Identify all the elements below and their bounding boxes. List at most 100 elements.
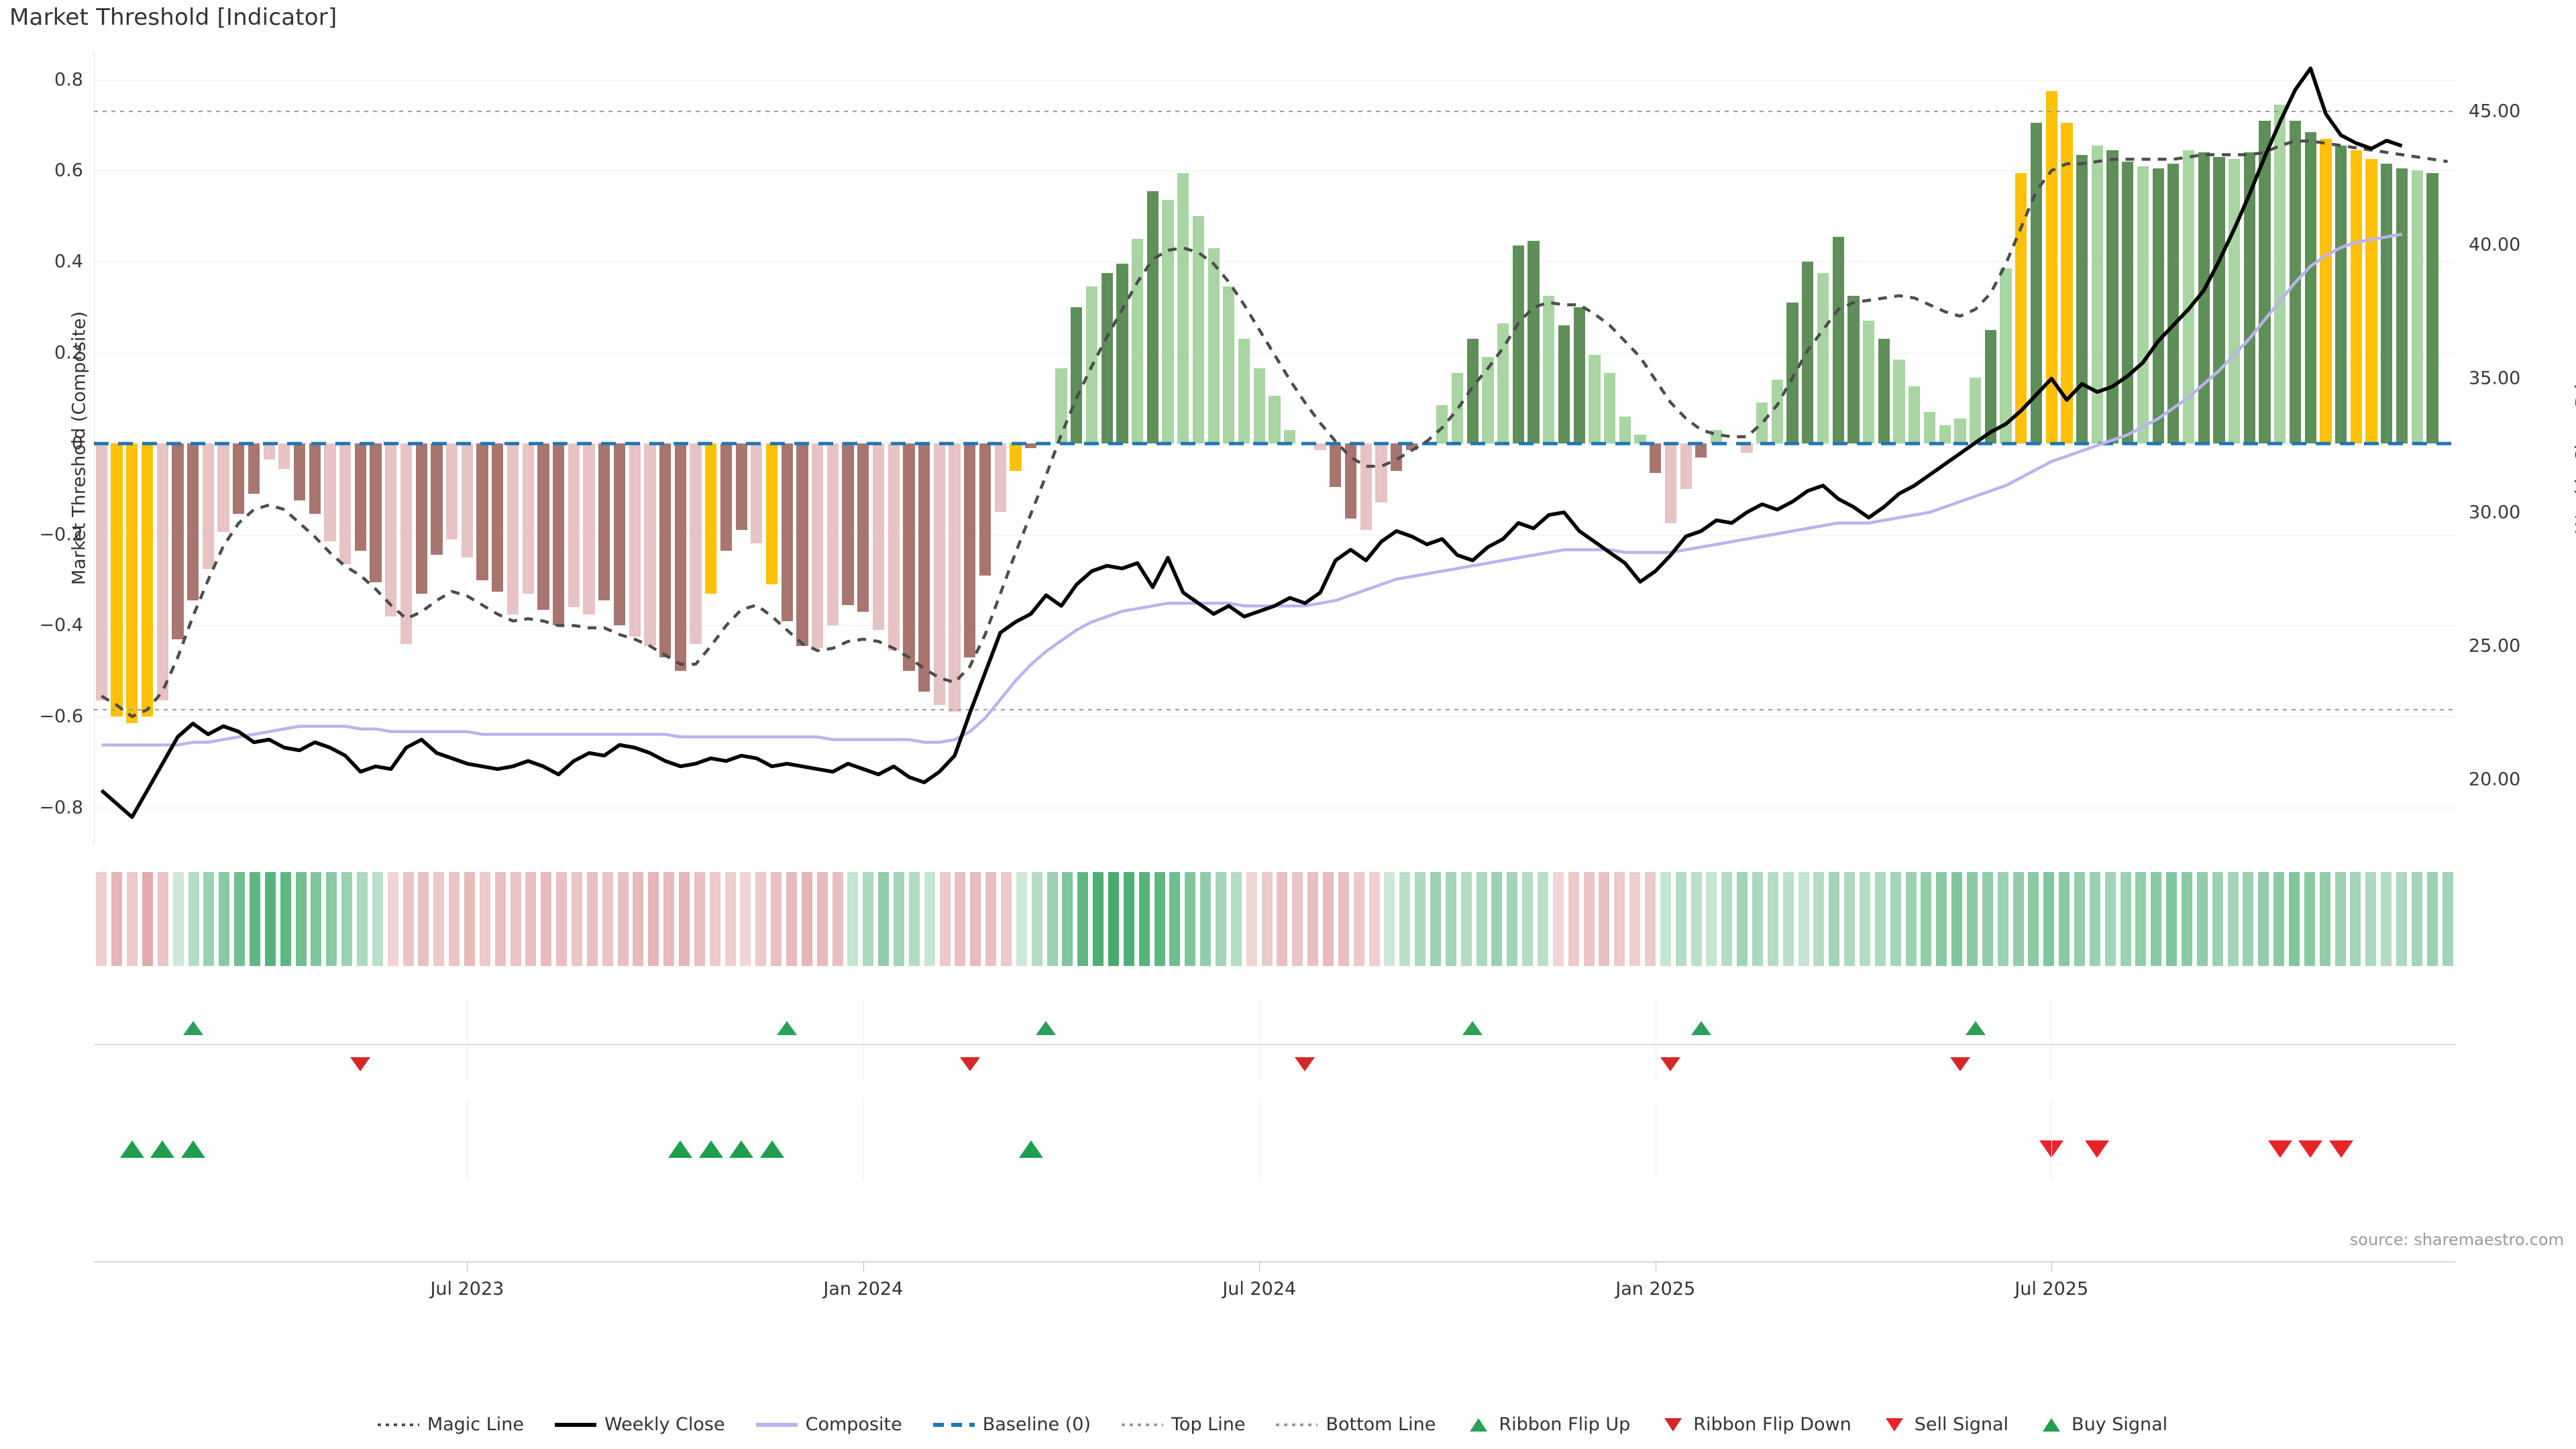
- histogram-bar: [888, 443, 900, 651]
- ribbon-cell: [1491, 872, 1503, 966]
- histogram-bar: [2365, 159, 2377, 444]
- ribbon-cell: [96, 872, 107, 966]
- histogram-bar: [1664, 443, 1677, 523]
- ribbon-cell: [1690, 872, 1702, 966]
- ribbon-cell: [894, 872, 904, 966]
- y-tick-right: 35.00: [2469, 368, 2521, 389]
- line-swatch-icon: [1276, 1419, 1318, 1431]
- legend-item[interactable]: Ribbon Flip Down: [1661, 1414, 1851, 1435]
- ribbon-cell: [418, 872, 429, 966]
- legend-item[interactable]: Composite: [755, 1414, 902, 1435]
- ribbon-cell: [2120, 872, 2131, 966]
- ribbon-cell: [663, 872, 675, 966]
- ribbon-cell: [970, 872, 981, 966]
- legend-item[interactable]: Buy Signal: [2039, 1414, 2167, 1435]
- sell-signal-marker: [2328, 1140, 2353, 1158]
- legend-item[interactable]: Top Line: [1122, 1414, 1245, 1435]
- ribbon-cell: [1507, 872, 1518, 966]
- histogram-bar: [2045, 91, 2057, 444]
- ribbon-cell: [771, 872, 782, 966]
- line-swatch-icon: [1122, 1419, 1164, 1431]
- y-axis-left-title: Market Threshold (Composite): [68, 311, 90, 586]
- histogram-bar: [186, 443, 199, 601]
- ribbon-cell: [709, 872, 720, 966]
- ribbon-cell: [1936, 872, 1947, 966]
- legend-item[interactable]: Magic Line: [377, 1414, 524, 1435]
- histogram-bar: [765, 443, 778, 585]
- tick-guide: [863, 1000, 864, 1080]
- ribbon-cell: [1706, 872, 1717, 966]
- histogram-bar: [964, 443, 976, 657]
- histogram-bar: [172, 443, 184, 639]
- histogram-bar: [1756, 402, 1768, 444]
- histogram-bar: [309, 443, 321, 515]
- ribbon-cell: [939, 872, 951, 966]
- legend-item[interactable]: Baseline (0): [932, 1414, 1091, 1435]
- histogram-bar: [156, 443, 168, 701]
- x-axis: Jul 2023 Jan 2024 Jul 2024 Jan 2025 Jul 2025: [94, 1261, 2455, 1322]
- ribbon-cell: [2350, 872, 2361, 966]
- histogram-bar: [476, 443, 488, 580]
- ribbon-cell: [372, 872, 383, 966]
- tick-guide: [467, 1000, 468, 1080]
- ribbon-cell: [479, 872, 490, 966]
- ribbon-cell: [2273, 872, 2285, 966]
- ribbon-cell: [311, 872, 322, 966]
- ribbon-cell: [786, 872, 797, 966]
- ribbon-cell: [1583, 872, 1595, 966]
- ribbon-cell: [1185, 872, 1196, 966]
- legend-item[interactable]: Sell Signal: [1882, 1414, 2008, 1435]
- histogram-bar: [2076, 154, 2088, 444]
- ribbon-cell: [1031, 872, 1042, 966]
- ribbon-cell: [985, 872, 997, 966]
- histogram-bar: [2274, 104, 2286, 444]
- ribbon-cell: [280, 872, 291, 966]
- histogram-bar: [674, 443, 686, 672]
- histogram-bar: [1832, 236, 1844, 444]
- ribbon-cell: [1782, 872, 1794, 966]
- buy-signal-marker: [1018, 1140, 1043, 1158]
- legend-item[interactable]: Weekly Close: [555, 1414, 725, 1435]
- legend-item[interactable]: Ribbon Flip Up: [1466, 1414, 1630, 1435]
- histogram-bar: [598, 443, 610, 601]
- histogram-bar: [2426, 172, 2438, 444]
- histogram-bar: [1558, 325, 1570, 444]
- ribbon-cell: [2319, 872, 2330, 966]
- ribbon-cell: [2243, 872, 2254, 966]
- histogram-bar: [126, 443, 138, 724]
- histogram-bar: [1391, 443, 1403, 471]
- legend-item[interactable]: Bottom Line: [1276, 1414, 1436, 1435]
- y-tick-left: −0.8: [39, 797, 83, 818]
- ribbon-cell: [724, 872, 736, 966]
- trend-ribbon-strip: [94, 872, 2455, 966]
- ribbon-cell: [694, 872, 705, 966]
- histogram-bar: [2015, 172, 2027, 444]
- flip-row-baseline: [94, 1044, 2455, 1045]
- histogram-bar: [735, 443, 747, 531]
- histogram-bar: [1375, 443, 1387, 503]
- ribbon-cell: [801, 872, 812, 966]
- histogram-bar: [568, 443, 580, 608]
- histogram-bar: [872, 443, 885, 631]
- ribbon-flip-down-marker: [1295, 1057, 1316, 1071]
- ribbon-cell: [326, 872, 337, 966]
- ribbon-cell: [1890, 872, 1901, 966]
- histogram-bar: [461, 443, 473, 557]
- ribbon-cell: [1323, 872, 1334, 966]
- histogram-bar: [1482, 357, 1494, 444]
- ribbon-cell: [908, 872, 920, 966]
- ribbon-cell: [295, 872, 307, 966]
- histogram-bar: [1177, 172, 1189, 444]
- triangle-up-icon: [1466, 1417, 1491, 1432]
- ribbon-cell: [924, 872, 935, 966]
- y-tick-left: 0.8: [54, 69, 83, 91]
- legend-label: Ribbon Flip Down: [1693, 1414, 1851, 1435]
- ribbon-flip-down-marker: [1949, 1057, 1970, 1071]
- ribbon-cell: [2089, 872, 2100, 966]
- tick-guide: [2051, 1100, 2053, 1181]
- histogram-bar: [1573, 307, 1585, 444]
- ribbon-cell: [1967, 872, 1978, 966]
- histogram-bar: [2350, 150, 2362, 444]
- y-tick-right: 20.00: [2469, 769, 2521, 790]
- histogram-bar: [918, 443, 930, 692]
